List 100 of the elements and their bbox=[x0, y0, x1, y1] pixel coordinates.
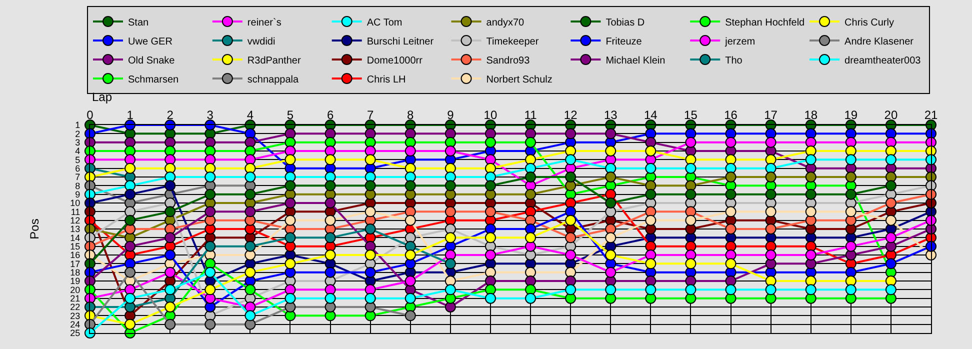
y-tick-label: 25 bbox=[70, 328, 80, 338]
point bbox=[404, 250, 416, 260]
point bbox=[525, 154, 536, 166]
legend-label: Friteuze bbox=[606, 36, 642, 48]
point bbox=[605, 128, 616, 140]
point bbox=[364, 188, 376, 200]
point bbox=[324, 214, 336, 226]
x-tick-label: 0 bbox=[86, 108, 94, 122]
legend-label: Chris Curly bbox=[844, 17, 894, 28]
point bbox=[845, 214, 856, 226]
point bbox=[525, 206, 536, 218]
point bbox=[926, 214, 936, 226]
point bbox=[484, 292, 496, 304]
legend-label: Dome1000rr bbox=[366, 55, 424, 66]
x-tick-label: 10 bbox=[484, 108, 498, 122]
point bbox=[284, 180, 296, 192]
point bbox=[926, 240, 936, 252]
point bbox=[845, 188, 856, 200]
point bbox=[124, 240, 136, 252]
y-tick-label: 9 bbox=[75, 189, 80, 200]
point bbox=[805, 188, 816, 200]
y-tick-label: 15 bbox=[70, 241, 80, 252]
point bbox=[525, 284, 536, 296]
point bbox=[765, 224, 776, 234]
x-tick-label: 11 bbox=[524, 108, 538, 122]
point bbox=[204, 318, 216, 330]
point bbox=[484, 250, 496, 260]
point bbox=[284, 232, 296, 244]
x-tick-label: 13 bbox=[604, 108, 618, 122]
point bbox=[164, 154, 176, 166]
point bbox=[204, 224, 216, 234]
point bbox=[164, 206, 176, 218]
point bbox=[484, 154, 496, 166]
point bbox=[685, 136, 696, 148]
point bbox=[565, 284, 576, 296]
point bbox=[404, 180, 416, 192]
point bbox=[725, 188, 736, 200]
point bbox=[565, 154, 576, 166]
point bbox=[324, 266, 336, 278]
point bbox=[885, 232, 896, 244]
point bbox=[364, 180, 376, 192]
point bbox=[164, 172, 176, 182]
point bbox=[164, 266, 176, 278]
point bbox=[685, 128, 696, 140]
point bbox=[404, 146, 416, 156]
point bbox=[484, 180, 496, 192]
point bbox=[805, 206, 816, 218]
y-tick-label: 20 bbox=[70, 284, 80, 295]
point bbox=[364, 284, 376, 296]
point bbox=[364, 206, 376, 218]
legend-label: dreamtheater003 bbox=[844, 55, 922, 66]
legend-label: Timekeeper bbox=[486, 36, 540, 48]
point bbox=[685, 214, 696, 226]
point bbox=[324, 198, 336, 208]
point bbox=[124, 188, 136, 200]
point bbox=[164, 318, 176, 330]
point bbox=[124, 302, 136, 312]
legend-label: Sandro93 bbox=[486, 55, 530, 66]
point bbox=[805, 276, 816, 286]
point bbox=[885, 180, 896, 192]
point bbox=[284, 154, 296, 166]
point bbox=[444, 188, 456, 200]
x-tick-label: 15 bbox=[684, 108, 698, 122]
point bbox=[885, 258, 896, 270]
point bbox=[565, 214, 576, 226]
point bbox=[404, 232, 416, 244]
x-tick-label: 9 bbox=[447, 108, 454, 122]
point bbox=[685, 162, 696, 174]
legend-label: R3dPanther bbox=[247, 55, 302, 66]
point bbox=[444, 146, 456, 156]
point bbox=[484, 188, 496, 200]
x-tick-label: 21 bbox=[924, 108, 938, 122]
point bbox=[525, 292, 536, 304]
point bbox=[805, 284, 816, 296]
point bbox=[605, 266, 616, 278]
legend-label: reiner`s bbox=[247, 17, 282, 28]
point bbox=[605, 198, 616, 208]
legend-label: Stan bbox=[128, 17, 149, 28]
x-tick-label: 20 bbox=[884, 108, 898, 122]
point bbox=[765, 284, 776, 296]
x-tick-label: 2 bbox=[166, 108, 174, 122]
point bbox=[124, 146, 136, 156]
point bbox=[484, 284, 496, 296]
point bbox=[364, 266, 376, 278]
point bbox=[164, 302, 176, 312]
point bbox=[124, 162, 136, 174]
point bbox=[645, 180, 656, 192]
point bbox=[244, 240, 256, 252]
point bbox=[124, 206, 136, 218]
point bbox=[645, 162, 656, 174]
point bbox=[845, 284, 856, 296]
point bbox=[685, 284, 696, 296]
y-tick-label: 13 bbox=[70, 224, 80, 234]
point bbox=[244, 284, 256, 296]
point bbox=[805, 128, 816, 140]
point bbox=[204, 214, 216, 226]
y-tick-label: 12 bbox=[70, 215, 80, 226]
point bbox=[885, 154, 896, 166]
legend-label: Tobias D bbox=[606, 17, 645, 28]
point bbox=[204, 188, 216, 200]
